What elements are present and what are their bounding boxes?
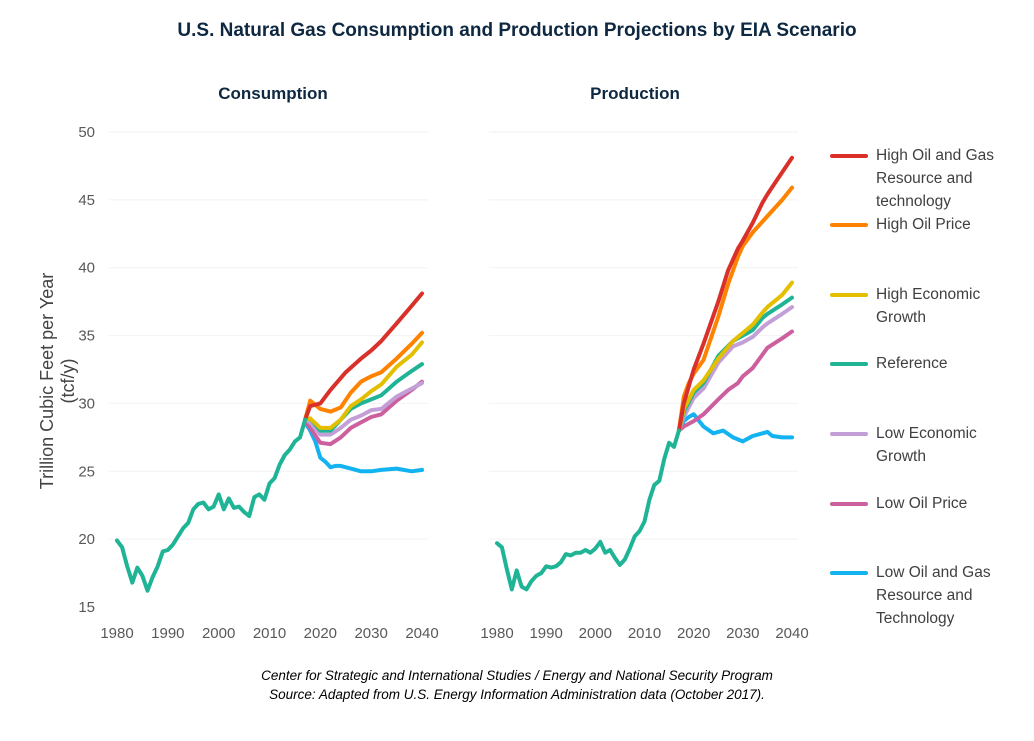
x-tick-label: 2030 [726,625,759,642]
production-subtitle: Production [590,84,680,103]
legend-swatch [830,432,868,436]
y-tick-label: 20 [78,531,95,548]
y-tick-label: 35 [78,328,95,345]
series-line-low-oil-and-gas-resource-and-technology [676,412,794,444]
footer-credit: Center for Strategic and International S… [261,668,773,683]
y-tick-label: 30 [78,395,95,412]
x-tick-label: 1980 [100,625,133,642]
legend-item-high-oil-price: High Oil Price [830,215,1016,236]
chart-title: U.S. Natural Gas Consumption and Product… [177,20,857,41]
footer: Center for Strategic and International S… [0,666,1034,704]
x-tick-label: 1990 [529,625,562,642]
series-line-low-economic-growth [303,381,424,437]
x-tick-label: 2020 [677,625,710,642]
history-line [495,428,681,592]
legend-swatch [830,502,868,506]
x-tick-label: 1990 [151,625,184,642]
x-tick-label: 2030 [354,625,387,642]
x-tick-label: 2010 [628,625,661,642]
history-line [115,417,308,593]
x-tick-label: 2010 [253,625,286,642]
x-tick-label: 2000 [579,625,612,642]
legend-item-reference: Reference [830,354,1016,375]
series-line-low-economic-growth [676,305,794,433]
footer-source: Source: Adapted from U.S. Energy Informa… [269,687,765,702]
y-tick-label: 50 [78,124,95,141]
legend-item-low-oil-price: Low Oil Price [830,494,1016,515]
series-line-low-oil-price [303,379,424,447]
x-tick-label: 2000 [202,625,235,642]
series-line-high-economic-growth [676,280,794,433]
y-tick-label: 25 [78,463,95,480]
legend-swatch [830,362,868,366]
series-line-high-oil-and-gas-resource-and-technology [303,291,424,422]
x-tick-label: 2040 [775,625,808,642]
x-tick-label: 2040 [405,625,438,642]
legend-item-low-oil-gas-resource: Low Oil and Gas Resource and Technology [830,563,1016,630]
consumption-subtitle: Consumption [218,84,328,103]
legend-item-high-oil-gas-resource: High Oil and Gas Resource and technology [830,146,1016,213]
x-tick-label: 2020 [304,625,337,642]
y-tick-label: 40 [78,260,95,277]
series-line-low-oil-price [676,329,794,433]
x-tick-label: 1980 [480,625,513,642]
series-line-low-oil-and-gas-resource-and-technology [303,420,424,474]
series-line-high-economic-growth [303,340,424,430]
legend-item-high-economic-growth: High Economic Growth [830,285,1016,329]
y-tick-label: 45 [78,192,95,209]
legend-swatch [830,154,868,158]
legend-swatch [830,293,868,297]
series-line-high-oil-and-gas-resource-and-technology [676,155,794,433]
legend-swatch [830,571,868,575]
series-line-high-oil-price [303,330,424,422]
legend-item-low-economic-growth: Low Economic Growth [830,424,1016,468]
legend-swatch [830,223,868,227]
y-tick-label: 15 [78,599,95,616]
